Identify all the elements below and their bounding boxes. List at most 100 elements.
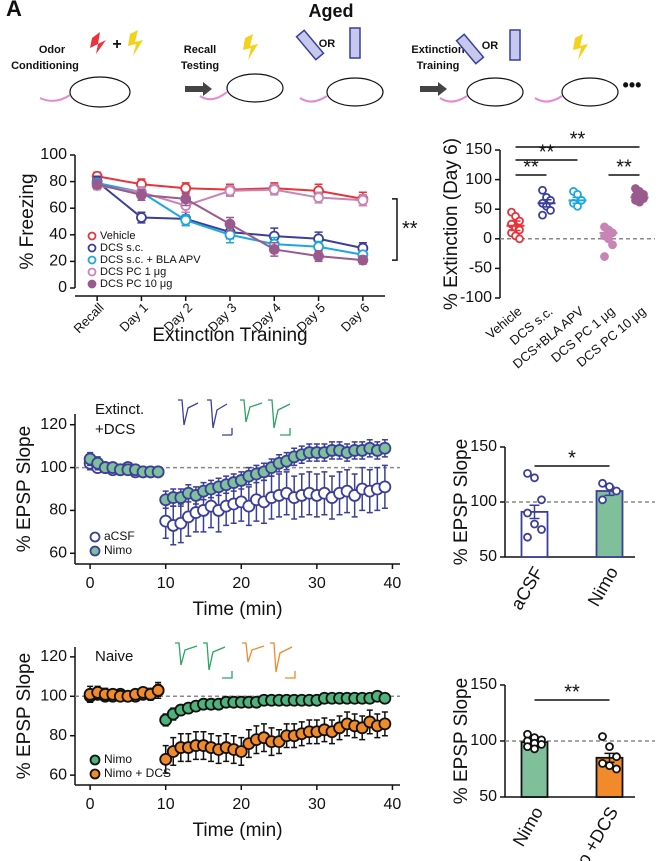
x-axis-label: Extinction Training xyxy=(152,325,307,346)
y-axis-label: % EPSP Slope xyxy=(14,426,35,552)
error-bar xyxy=(603,228,614,238)
y-tick-label: 150 xyxy=(465,141,492,158)
x-tick-label: 20 xyxy=(232,575,250,592)
marker xyxy=(136,212,147,223)
marker xyxy=(378,691,392,705)
marker xyxy=(180,193,192,205)
marker xyxy=(605,742,614,751)
legend-marker xyxy=(89,545,101,557)
y-tick-label: 60 xyxy=(49,199,67,216)
marker xyxy=(234,745,248,758)
legend-label: aCSF xyxy=(104,529,135,543)
x-tick-label: 40 xyxy=(384,575,402,592)
y-tick-label: 100 xyxy=(465,171,492,188)
marker xyxy=(530,473,539,483)
legend-label: DCS PC 1 μg xyxy=(100,266,166,278)
significance-label: ** xyxy=(564,681,580,703)
marker xyxy=(523,742,532,751)
marker xyxy=(537,525,546,534)
plus: + xyxy=(112,36,121,53)
step-label: Extinction xyxy=(411,44,464,56)
y-tick-label: 0 xyxy=(483,230,492,247)
or-label: OR xyxy=(482,40,499,52)
marker xyxy=(530,744,539,754)
odor-icons xyxy=(90,30,588,60)
x-tick-label: aCSF xyxy=(507,563,547,613)
marker xyxy=(357,254,369,266)
y-tick-label: -100 xyxy=(460,289,492,306)
panel-note: +DCS xyxy=(95,421,135,438)
legend-marker xyxy=(87,279,97,289)
legend-marker xyxy=(89,531,101,543)
or-label: OR xyxy=(319,38,336,50)
y-tick-label: 80 xyxy=(49,502,67,519)
legend-marker xyxy=(89,768,101,780)
y-tick-label: 100 xyxy=(40,459,67,476)
legend-label: DCS PC 10 μg xyxy=(100,278,172,290)
x-axis-label: Time (min) xyxy=(192,820,282,841)
marker xyxy=(224,229,236,241)
x-tick-label: Nimo xyxy=(584,563,622,609)
panel-label: A xyxy=(6,0,22,21)
marker xyxy=(151,683,165,697)
marker xyxy=(313,250,324,262)
legend-label: Nimo + DCS xyxy=(104,766,171,780)
y-tick-label: 0 xyxy=(58,279,67,296)
y-tick-label: 100 xyxy=(40,688,67,705)
y-tick-label: -50 xyxy=(469,260,492,277)
significance-label: ** xyxy=(523,156,539,178)
x-tick-label: 10 xyxy=(157,796,175,813)
marker xyxy=(91,178,103,190)
y-axis-label: % Freezing xyxy=(17,173,38,269)
panel-note: Naive xyxy=(95,648,133,665)
y-axis-label: % EPSP Slope xyxy=(451,439,472,565)
y-axis-label: % EPSP Slope xyxy=(451,678,472,804)
marker xyxy=(313,192,324,203)
marker xyxy=(515,234,524,244)
marker xyxy=(598,495,607,505)
marker xyxy=(313,241,324,253)
ellipsis: ••• xyxy=(623,75,642,95)
x-tick-label: Nimo xyxy=(509,803,547,849)
y-tick-label: 100 xyxy=(470,732,497,749)
marker xyxy=(538,210,547,220)
error-bar xyxy=(572,196,583,205)
error-bar xyxy=(510,220,521,232)
x-tick-label: Nimo +DCS xyxy=(557,803,622,861)
marker xyxy=(151,465,165,479)
x-tick-label: Day 1 xyxy=(116,300,151,335)
marker xyxy=(612,486,621,496)
marker xyxy=(378,717,392,731)
marker xyxy=(224,185,236,197)
significance-label: ** xyxy=(402,218,418,240)
y-axis-label: % Extinction (Day 6) xyxy=(441,138,462,310)
step-label: Testing xyxy=(181,60,219,72)
marker xyxy=(612,764,621,774)
significance-bracket xyxy=(392,198,398,261)
marker xyxy=(598,759,607,768)
marker xyxy=(180,214,192,226)
marker xyxy=(537,495,546,505)
marker xyxy=(608,240,617,250)
legend-marker xyxy=(87,231,97,241)
marker xyxy=(546,205,555,215)
legend-label: Nimo xyxy=(104,543,132,557)
marker xyxy=(605,482,614,492)
legend-label: Nimo xyxy=(104,752,132,766)
x-tick-label: 0 xyxy=(86,575,95,592)
y-tick-label: 100 xyxy=(470,493,497,510)
rats xyxy=(39,73,619,108)
y-tick-label: 40 xyxy=(49,226,67,243)
marker xyxy=(538,185,547,195)
marker xyxy=(378,441,392,455)
y-tick-label: 60 xyxy=(49,545,67,562)
arrows xyxy=(185,82,447,96)
y-tick-label: 150 xyxy=(470,438,497,455)
marker xyxy=(530,519,539,529)
x-tick-label: 10 xyxy=(157,575,175,592)
marker xyxy=(268,244,280,255)
significance-label: ** xyxy=(570,128,586,150)
y-tick-label: 50 xyxy=(474,200,492,217)
